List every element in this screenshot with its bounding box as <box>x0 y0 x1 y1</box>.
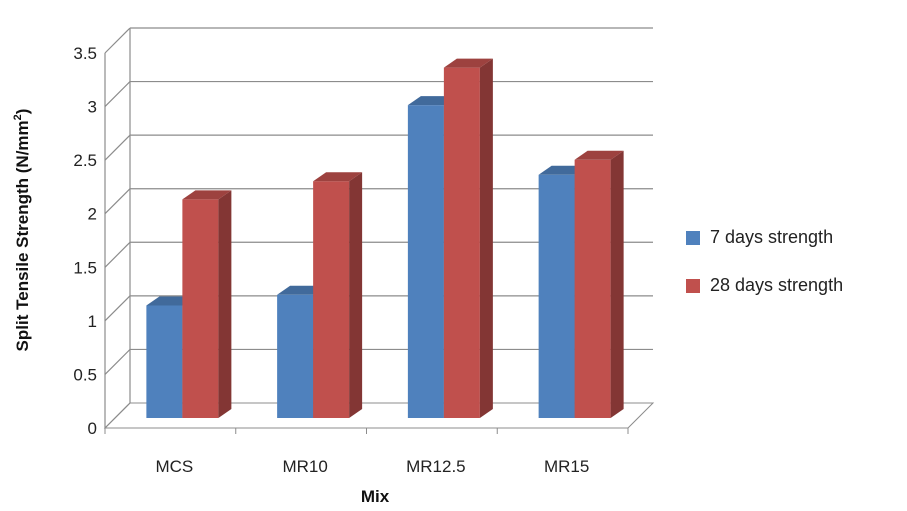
y-tick-label: 1 <box>88 312 97 331</box>
bar-top <box>182 190 232 200</box>
x-tick-label: MCS <box>155 457 193 476</box>
gridline-side <box>104 295 131 322</box>
bar-front <box>443 67 480 419</box>
bar-front <box>574 159 611 419</box>
y-tick-label: 3 <box>88 98 97 117</box>
x-axis: MCS MR10 MR12.5 MR15 <box>104 428 629 476</box>
bar-side <box>349 172 363 418</box>
bar <box>313 172 363 418</box>
bar-front <box>538 174 575 418</box>
gridline-side <box>104 27 131 54</box>
x-tick-label: MR10 <box>282 457 327 476</box>
y-axis-title: Split Tensile Strength (N/mm2) <box>12 109 32 352</box>
gridline-side <box>104 349 131 375</box>
chart-walls <box>103 28 655 429</box>
bar-top <box>313 172 363 182</box>
bar-front <box>182 199 219 418</box>
legend-label: 7 days strength <box>710 227 833 247</box>
y-axis-title-superscript: 2 <box>12 114 24 120</box>
bar-front <box>313 181 350 418</box>
bar-side <box>610 150 624 419</box>
bar-front <box>146 305 183 418</box>
y-tick-label: 0.5 <box>73 365 97 384</box>
y-tick-label: 3.5 <box>73 44 97 63</box>
x-tick-label: MR12.5 <box>406 457 466 476</box>
bar-side <box>479 58 493 419</box>
legend-swatch <box>686 231 700 245</box>
x-tick-label: MR15 <box>544 457 589 476</box>
gridline-side <box>104 402 131 429</box>
y-axis-ticks: 0 0.5 1 1.5 2 2.5 3 3.5 <box>73 44 97 438</box>
legend: 7 days strength 28 days strength <box>686 227 843 295</box>
bar <box>443 58 493 419</box>
bar-side <box>218 190 232 418</box>
bar <box>574 150 624 419</box>
bar-top <box>574 150 624 160</box>
gridline-side <box>104 188 131 215</box>
x-axis-title: Mix <box>361 487 390 506</box>
bars <box>146 58 624 419</box>
legend-label: 28 days strength <box>710 275 843 295</box>
legend-swatch <box>686 279 700 293</box>
bar-top <box>443 58 493 68</box>
y-tick-label: 1.5 <box>73 258 97 277</box>
y-axis-title-end: ) <box>13 109 32 115</box>
y-axis-title-text: Split Tensile Strength (N/mm <box>13 120 32 351</box>
gridline-side <box>104 241 131 268</box>
y-tick-label: 0 <box>88 419 97 438</box>
bar <box>182 190 232 418</box>
gridline-side <box>104 134 131 161</box>
y-tick-label: 2 <box>88 205 97 224</box>
bar-front <box>277 294 314 418</box>
y-tick-label: 2.5 <box>73 151 97 170</box>
gridline-side <box>104 81 131 107</box>
bar-front <box>407 105 444 419</box>
